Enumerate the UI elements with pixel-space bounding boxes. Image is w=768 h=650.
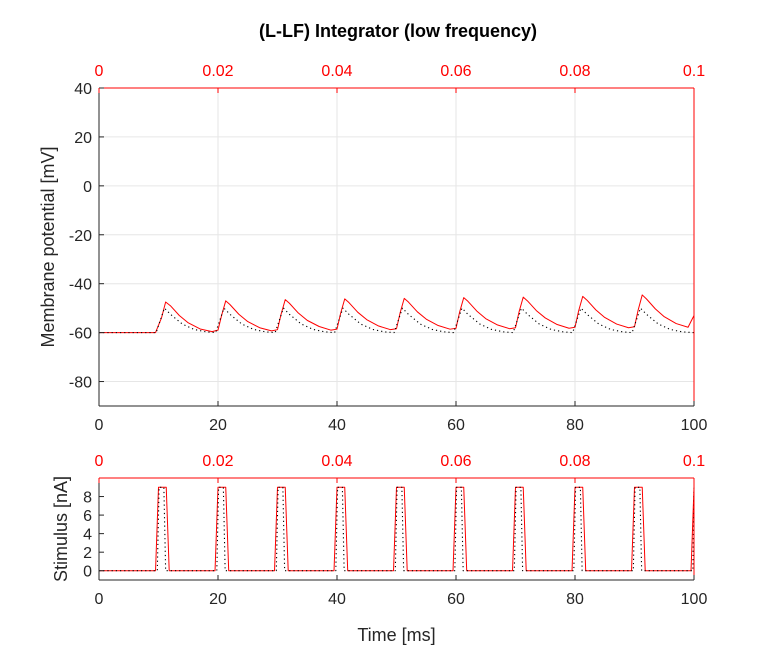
panel1-x-tick-label: 20 <box>209 417 227 434</box>
panel1-x-tick-label: 60 <box>447 417 465 434</box>
panel1-series-solid <box>99 294 695 334</box>
panel2-y-axis-label: Stimulus [nA] <box>51 476 71 582</box>
panel1-y-tick-label: 20 <box>74 130 92 147</box>
panel2-series-dotted <box>99 486 695 572</box>
panel1-series-dotted <box>99 307 695 334</box>
panel2-y-tick-label: 4 <box>83 527 92 544</box>
panel1-y-tick-label: -20 <box>69 228 92 245</box>
panel2-y-tick-label: 2 <box>83 545 92 562</box>
panel1-x-tick-label: 100 <box>681 417 708 434</box>
panel1-y-tick-label: -60 <box>69 326 92 343</box>
panel2-top-tick-label: 0.04 <box>321 453 352 470</box>
panel2-top-tick-label: 0 <box>95 453 104 470</box>
panel1-top-tick-label: 0.06 <box>440 63 471 80</box>
panel2-series-solid <box>99 486 695 572</box>
panel2-x-tick-label: 20 <box>209 591 227 608</box>
panel1-x-tick-label: 40 <box>328 417 346 434</box>
panel2-top-tick-label: 0.1 <box>683 453 705 470</box>
panel2-top-tick-label: 0.06 <box>440 453 471 470</box>
panel1-top-tick-label: 0.08 <box>559 63 590 80</box>
panel2-x-tick-label: 100 <box>681 591 708 608</box>
panel2-x-tick-label: 40 <box>328 591 346 608</box>
panel2-y-tick-label: 6 <box>83 508 92 525</box>
panel2-x-tick-label: 60 <box>447 591 465 608</box>
panel1-y-tick-label: 0 <box>83 179 92 196</box>
panel2-top-tick-label: 0.08 <box>559 453 590 470</box>
panel1-top-tick-label: 0.1 <box>683 63 705 80</box>
panel1-x-tick-label: 80 <box>566 417 584 434</box>
panel2-y-tick-label: 8 <box>83 490 92 507</box>
panel1-top-tick-label: 0.02 <box>202 63 233 80</box>
panel1-y-axis-label: Membrane potential [mV] <box>38 146 58 347</box>
panel2-x-tick-label: 80 <box>566 591 584 608</box>
panel2-x-axis-label: Time [ms] <box>357 625 435 645</box>
panel1-y-tick-label: -80 <box>69 375 92 392</box>
panel1-y-tick-label: 40 <box>74 81 92 98</box>
panel1-x-tick-label: 0 <box>95 417 104 434</box>
chart-title: (L-LF) Integrator (low frequency) <box>259 21 537 41</box>
panel1-top-tick-label: 0 <box>95 63 104 80</box>
panel1-group: 0 20 40 60 80 100 40 20 0 -20 -40 -60 -80 0 0.02 0.04 0.… <box>38 63 707 434</box>
panel1-y-tick-label: -40 <box>69 277 92 294</box>
panel2-top-tick-label: 0.02 <box>202 453 233 470</box>
panel1-top-tick-label: 0.04 <box>321 63 352 80</box>
panel2-x-tick-label: 0 <box>95 591 104 608</box>
panel2-y-tick-label: 0 <box>83 564 92 581</box>
